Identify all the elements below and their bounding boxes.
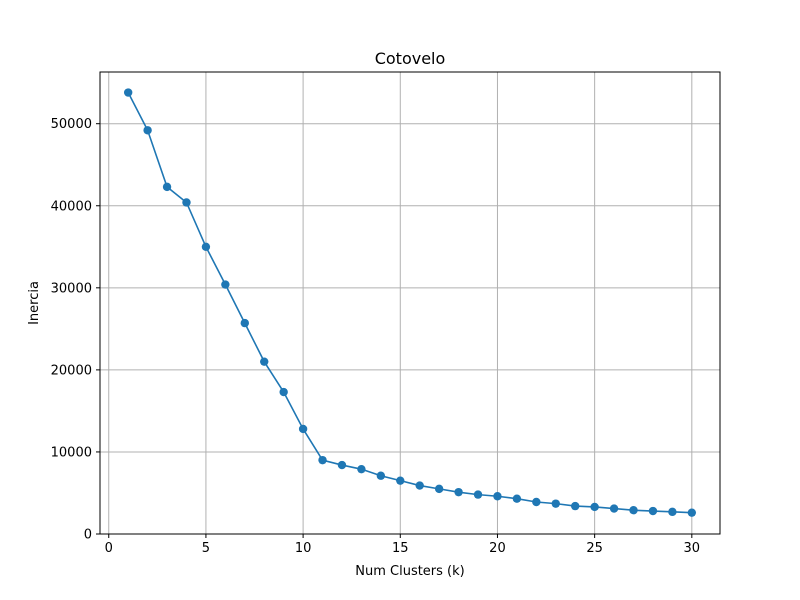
data-point [298, 424, 308, 434]
series-layer [123, 88, 697, 517]
data-point [260, 357, 269, 366]
chart-title: Cotovelo [375, 49, 446, 68]
x-tick-label: 0 [105, 541, 113, 556]
ticks: 0 5 10 15 20 25 30 0 10000 20000 30000 40000 50000 [51, 117, 700, 556]
data-point [687, 508, 697, 517]
y-tick-label: 50000 [51, 117, 92, 132]
data-point [648, 506, 658, 516]
y-tick-label: 40000 [51, 199, 92, 214]
y-tick-label: 10000 [51, 445, 92, 460]
y-tick-label: 0 [84, 528, 92, 543]
data-point [571, 501, 580, 511]
data-point [668, 507, 677, 517]
x-axis-label: Num Clusters (k) [355, 564, 464, 579]
y-axis-label: Inercia [27, 281, 42, 325]
x-tick-label: 10 [295, 541, 312, 556]
x-tick-label: 25 [586, 541, 603, 556]
x-tick-label: 5 [202, 541, 210, 556]
y-tick-label: 30000 [51, 281, 92, 296]
data-point [337, 460, 347, 470]
data-point [434, 484, 444, 494]
data-point [201, 242, 211, 251]
data-point [182, 198, 191, 207]
data-point [240, 318, 249, 328]
data-point [143, 126, 152, 135]
x-tick-label: 15 [392, 541, 409, 556]
data-point [318, 455, 327, 465]
data-point [279, 387, 288, 397]
data-point [609, 504, 619, 513]
data-point [590, 502, 599, 512]
data-point [162, 182, 172, 192]
data-point [415, 481, 424, 490]
data-point [551, 499, 560, 508]
data-point [512, 494, 522, 503]
data-point [493, 492, 502, 501]
data-point [357, 464, 366, 474]
y-tick-label: 20000 [51, 363, 92, 378]
x-tick-label: 20 [489, 541, 506, 556]
plot-frame [99, 71, 721, 535]
x-tick-label: 30 [684, 541, 701, 556]
data-point [376, 471, 386, 480]
data-point [396, 476, 405, 485]
data-point [532, 497, 541, 507]
data-point [454, 487, 463, 497]
data-point [629, 506, 638, 515]
data-point [123, 88, 133, 97]
data-point [221, 280, 230, 289]
data-point [473, 490, 483, 499]
